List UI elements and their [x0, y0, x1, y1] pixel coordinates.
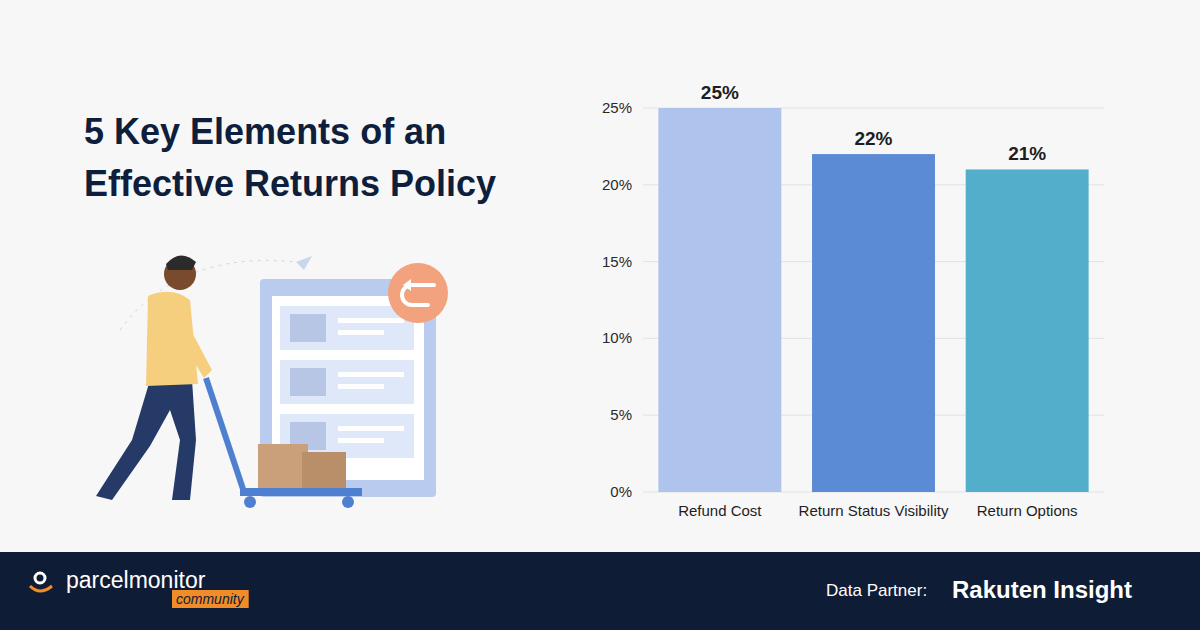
row-line [338, 318, 404, 323]
logo-tag-bg [172, 590, 249, 608]
partner-label: Data Partner: [826, 581, 927, 600]
tick-label: 20% [602, 176, 632, 193]
return-badge [388, 263, 448, 323]
title-line: 5 Key Elements of an [84, 111, 446, 152]
canvas: 5 Key Elements of an Effective Returns Po… [0, 0, 1200, 630]
title-line: Effective Returns Policy [84, 163, 496, 204]
return-arrow [402, 285, 434, 305]
tick-label: 25% [602, 99, 632, 116]
y-axis: 0% 5% 10% 15% 20% 25% [602, 99, 1104, 500]
logo-icon [35, 573, 45, 583]
row-box [290, 368, 326, 396]
row-line [338, 426, 404, 431]
row-box [290, 314, 326, 342]
bars [658, 108, 1088, 492]
category-label: Refund Cost [678, 502, 762, 519]
background [0, 0, 1200, 630]
return-arrow-head [403, 279, 411, 291]
tick-label: 0% [610, 483, 632, 500]
row-line [338, 384, 384, 389]
list-row [280, 360, 414, 404]
category-label: Return Options [977, 502, 1078, 519]
tick-label: 5% [610, 406, 632, 423]
cart-base [240, 488, 362, 496]
list-row [280, 306, 414, 350]
box [302, 452, 346, 488]
illustration [96, 255, 448, 508]
logo-text: parcelmonitor [66, 567, 206, 593]
person-legs [96, 380, 196, 500]
row-line [338, 438, 384, 443]
tick-label: 10% [602, 329, 632, 346]
paper-plane [296, 256, 312, 270]
row-line [338, 372, 404, 377]
category-label: Return Status Visibility [799, 502, 949, 519]
bar [966, 169, 1089, 492]
bar [658, 108, 781, 492]
cart-wheel [244, 496, 256, 508]
plane-trail [120, 260, 296, 330]
footer: parcelmonitorcommunity Data Partner: Rakut… [0, 552, 1200, 630]
bar [812, 154, 935, 492]
box [258, 444, 308, 488]
logo-tag: community [176, 591, 245, 607]
person-hair [166, 255, 196, 270]
footer-band [0, 552, 1200, 630]
cart-wheel [342, 496, 354, 508]
person-arm [168, 306, 212, 378]
data-label: 21% [1008, 143, 1046, 164]
data-label: 22% [854, 128, 892, 149]
labels: 25% Refund Cost 22% Return Status Visibilit… [678, 82, 1077, 519]
row-line [338, 330, 384, 335]
partner-name: Rakuten Insight [952, 576, 1132, 603]
logo-icon [30, 586, 52, 591]
title: 5 Key Elements of an Effective Returns Po… [84, 111, 496, 204]
cart-handle [206, 378, 244, 492]
data-label: 25% [701, 82, 739, 103]
tick-label: 15% [602, 253, 632, 270]
